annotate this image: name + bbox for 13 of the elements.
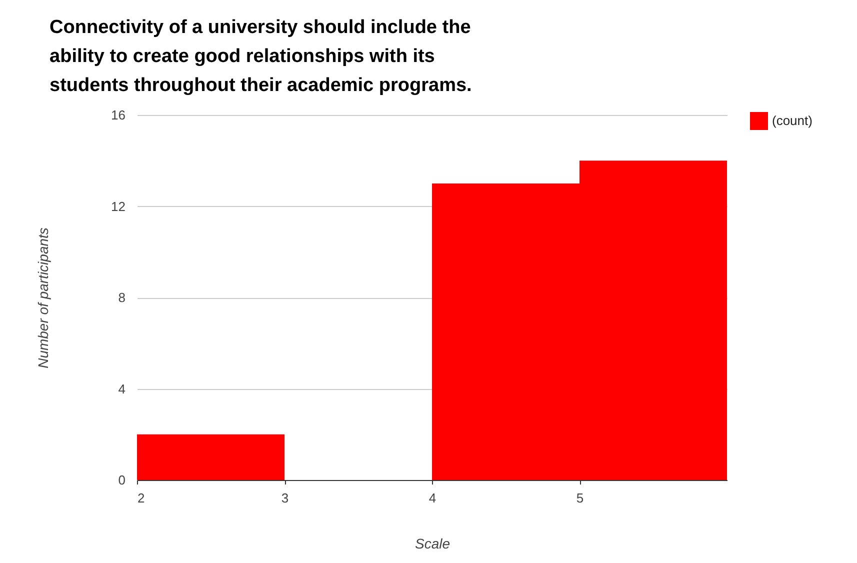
x-tick-label: 2 — [138, 490, 145, 506]
y-tick-label: 0 — [118, 472, 126, 488]
y-tick-label: 8 — [118, 290, 126, 305]
y-tick-label: 4 — [118, 381, 126, 396]
legend-label: (count) — [772, 113, 812, 128]
x-tick-label: 5 — [576, 490, 584, 506]
y-tick-label: 16 — [111, 108, 126, 122]
chart-title: Connectivity of a university should include the ability to create good relationships with its students throughout their academic programs. — [50, 17, 472, 96]
x-tick-label: 4 — [428, 490, 436, 506]
y-axis-title: Number of participants — [35, 228, 52, 368]
x-tick-label: 3 — [281, 490, 289, 506]
y-tick-label: 12 — [111, 198, 126, 214]
x-axis-title: Scale — [414, 536, 450, 552]
